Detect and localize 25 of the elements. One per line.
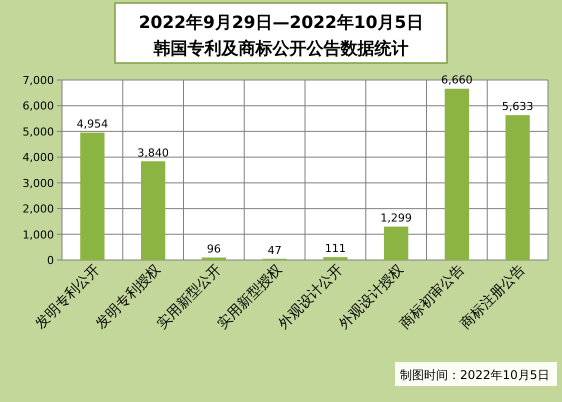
chart-title: 2022年9月29日—2022年10月5日 xyxy=(138,13,424,33)
bar xyxy=(323,257,348,260)
bar xyxy=(505,115,530,260)
y-tick-label: 6,000 xyxy=(22,100,54,113)
bar xyxy=(384,226,408,260)
data-label: 47 xyxy=(268,244,282,257)
y-tick-label: 0 xyxy=(47,254,54,267)
data-label: 4,954 xyxy=(76,118,108,131)
y-tick-label: 4,000 xyxy=(22,151,54,164)
y-tick-label: 5,000 xyxy=(22,125,54,138)
data-label: 96 xyxy=(206,242,221,256)
bar xyxy=(444,88,470,260)
y-tick-label: 3,000 xyxy=(22,176,54,190)
data-label: 111 xyxy=(324,242,346,256)
bar xyxy=(140,161,166,260)
chart-subtitle: 韩国专利及商标公开公告数据统计 xyxy=(152,39,408,59)
data-label: 3,840 xyxy=(137,146,169,160)
text: 制图时间：2022年10月5日 xyxy=(400,368,550,382)
y-tick-label: 2,000 xyxy=(22,202,54,216)
y-tick-label: 1,000 xyxy=(22,228,54,242)
data-label: 1,299 xyxy=(380,212,412,225)
data-label: 5,633 xyxy=(502,100,534,114)
data-label: 6,660 xyxy=(441,74,473,87)
y-tick-label: 7,000 xyxy=(22,74,54,87)
bar xyxy=(80,132,105,260)
